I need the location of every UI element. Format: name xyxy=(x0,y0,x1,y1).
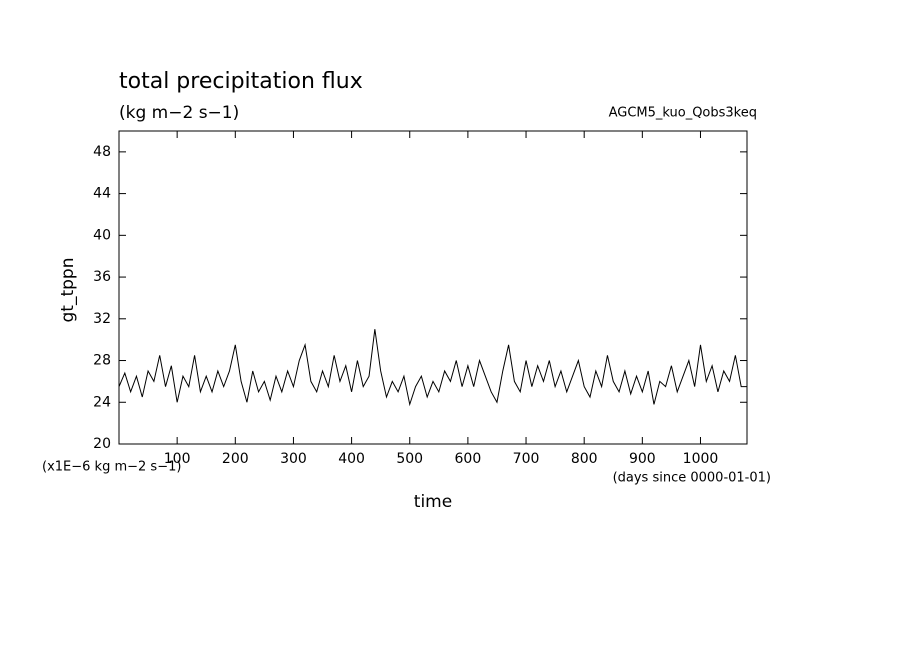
x-tick-label: 700 xyxy=(513,451,540,467)
x-tick-label: 300 xyxy=(280,451,307,467)
y-tick-label: 24 xyxy=(93,394,111,410)
y-tick-label: 28 xyxy=(93,353,111,369)
x-tick-label: 800 xyxy=(571,451,598,467)
plot-frame xyxy=(118,130,748,445)
y-tick-label: 44 xyxy=(93,186,111,202)
x-units: (days since 0000-01-01) xyxy=(613,471,771,486)
y-tick-label: 32 xyxy=(93,311,111,327)
x-tick-label: 200 xyxy=(222,451,249,467)
x-tick-label: 100 xyxy=(164,451,191,467)
x-tick-label: 400 xyxy=(338,451,365,467)
y-tick-label: 20 xyxy=(93,436,111,452)
data-line xyxy=(118,329,747,407)
x-tick-label: 500 xyxy=(396,451,423,467)
annotation: AGCM5_kuo_Qobs3keq xyxy=(609,106,757,121)
y-axis-label: gt_tppn xyxy=(58,258,78,323)
y-tick-label: 48 xyxy=(93,144,111,160)
y-tick-label: 40 xyxy=(93,227,111,243)
y-tick-label: 36 xyxy=(93,269,111,285)
chart-title: total precipitation flux xyxy=(119,69,363,94)
chart-subtitle: (kg m−2 s−1) xyxy=(119,103,239,123)
y-units: (x1E−6 kg m−2 s−1) xyxy=(42,460,181,475)
x-tick-label: 600 xyxy=(455,451,482,467)
x-axis-label: time xyxy=(414,492,452,512)
x-tick-label: 900 xyxy=(629,451,656,467)
x-tick-label: 1000 xyxy=(683,451,719,467)
